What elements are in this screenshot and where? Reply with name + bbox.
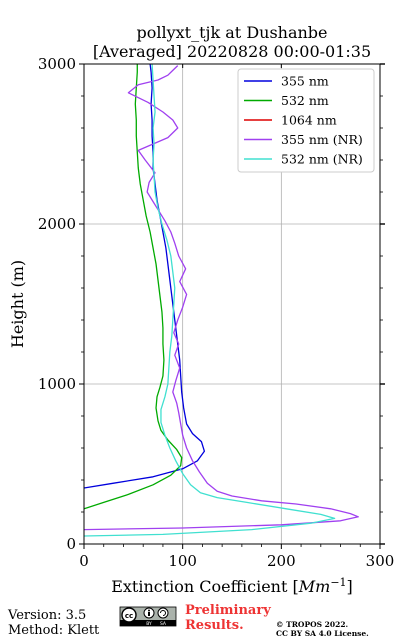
series-line-355-nm-nr-	[84, 65, 359, 531]
copyright-line-1: © TROPOS 2022.	[276, 620, 348, 629]
x-tick-label: 100	[168, 552, 197, 570]
chart-title-line-1: pollyxt_tjk at Dushanbe	[136, 23, 327, 42]
svg-text:cc: cc	[125, 612, 133, 620]
cc-by-sa-badge-icon: cc BY SA	[119, 606, 177, 627]
y-axis-label: Height (m)	[8, 260, 27, 348]
chart-title-line-2: [Averaged] 20220828 00:00-01:35	[93, 42, 371, 61]
y-tick-label: 3000	[38, 55, 76, 73]
x-tick-label: 0	[79, 552, 89, 570]
method-text: Method: Klett	[8, 623, 100, 638]
preliminary-results-line-1: Preliminary	[185, 603, 271, 618]
legend-box	[237, 68, 375, 173]
copyright-line-2: CC BY SA 4.0 License.	[276, 629, 369, 638]
y-tick-label: 1000	[38, 375, 76, 393]
preliminary-results-line-2: Results.	[185, 618, 244, 633]
x-tick-label: 200	[267, 552, 296, 570]
version-text: Version: 3.5	[7, 608, 86, 623]
legend-label: 532 nm	[281, 93, 329, 108]
y-tick-label: 0	[66, 535, 76, 553]
series-line-532-nm	[84, 64, 183, 510]
svg-text:SA: SA	[160, 621, 167, 627]
series-lines	[84, 64, 359, 537]
series-line-532-nm-nr-	[84, 64, 336, 537]
legend: 355 nm 532 nm 1064 nm 355 nm (NR) 532 nm (NR…	[237, 68, 375, 173]
y-tick-label: 2000	[38, 215, 76, 233]
svg-text:BY: BY	[146, 621, 152, 627]
legend-label: 532 nm (NR)	[281, 152, 363, 167]
x-axis-label: Extinction Coefficient [Mm−1]	[111, 576, 353, 596]
legend-label: 355 nm (NR)	[281, 132, 363, 147]
plot-frame	[83, 63, 381, 545]
x-tick-label: 300	[366, 552, 395, 570]
legend-label: 355 nm	[281, 74, 329, 89]
series-line-355-nm	[84, 64, 206, 489]
legend-label: 1064 nm	[281, 113, 337, 128]
